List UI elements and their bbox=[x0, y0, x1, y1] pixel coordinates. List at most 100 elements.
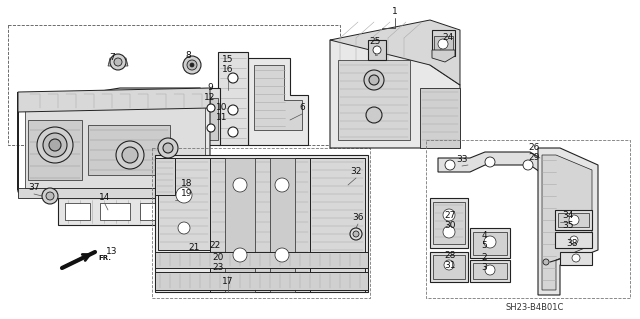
Polygon shape bbox=[560, 252, 592, 265]
Text: FR.: FR. bbox=[98, 255, 111, 261]
Polygon shape bbox=[310, 158, 365, 292]
Polygon shape bbox=[433, 255, 465, 279]
Polygon shape bbox=[430, 198, 468, 248]
Circle shape bbox=[443, 226, 455, 238]
Polygon shape bbox=[470, 260, 510, 282]
Circle shape bbox=[110, 54, 126, 70]
Circle shape bbox=[364, 70, 384, 90]
Text: 3: 3 bbox=[481, 263, 487, 272]
Text: 18: 18 bbox=[181, 180, 193, 189]
Polygon shape bbox=[155, 155, 368, 292]
Text: 35: 35 bbox=[563, 221, 573, 231]
Polygon shape bbox=[338, 60, 410, 140]
Text: 17: 17 bbox=[222, 278, 234, 286]
Text: 4: 4 bbox=[481, 232, 487, 241]
Circle shape bbox=[178, 222, 190, 234]
Text: 36: 36 bbox=[352, 213, 364, 222]
Circle shape bbox=[523, 160, 533, 170]
Text: 5: 5 bbox=[481, 241, 487, 250]
Circle shape bbox=[49, 139, 61, 151]
Polygon shape bbox=[28, 120, 82, 180]
Circle shape bbox=[228, 105, 238, 115]
Circle shape bbox=[176, 187, 192, 203]
Polygon shape bbox=[205, 98, 218, 140]
Polygon shape bbox=[210, 158, 310, 292]
Polygon shape bbox=[432, 30, 455, 56]
Polygon shape bbox=[538, 148, 598, 295]
Circle shape bbox=[233, 178, 247, 192]
Circle shape bbox=[163, 143, 173, 153]
Text: 20: 20 bbox=[212, 254, 224, 263]
Circle shape bbox=[190, 63, 194, 67]
Polygon shape bbox=[18, 88, 210, 112]
Text: 13: 13 bbox=[106, 248, 118, 256]
Circle shape bbox=[366, 107, 382, 123]
Polygon shape bbox=[254, 65, 302, 130]
Circle shape bbox=[373, 46, 381, 54]
Text: 1: 1 bbox=[392, 8, 398, 17]
Polygon shape bbox=[558, 213, 589, 227]
Circle shape bbox=[438, 39, 448, 49]
Text: 33: 33 bbox=[456, 155, 468, 165]
Text: 25: 25 bbox=[369, 38, 381, 47]
Polygon shape bbox=[140, 203, 170, 220]
Circle shape bbox=[569, 215, 579, 225]
Circle shape bbox=[233, 248, 247, 262]
Text: 28: 28 bbox=[444, 251, 456, 261]
Text: 19: 19 bbox=[181, 189, 193, 198]
Circle shape bbox=[444, 260, 454, 270]
Polygon shape bbox=[542, 155, 592, 290]
Text: 32: 32 bbox=[350, 167, 362, 176]
Text: 24: 24 bbox=[442, 33, 454, 42]
Circle shape bbox=[228, 127, 238, 137]
Polygon shape bbox=[155, 158, 175, 195]
Circle shape bbox=[484, 236, 496, 248]
Polygon shape bbox=[432, 50, 455, 62]
Polygon shape bbox=[352, 166, 364, 190]
Text: 9: 9 bbox=[207, 84, 213, 93]
Polygon shape bbox=[473, 232, 507, 255]
Polygon shape bbox=[334, 166, 348, 190]
Polygon shape bbox=[158, 158, 210, 250]
Circle shape bbox=[46, 192, 54, 200]
Circle shape bbox=[43, 133, 67, 157]
Polygon shape bbox=[100, 203, 130, 220]
Polygon shape bbox=[108, 58, 128, 66]
Text: 15: 15 bbox=[222, 56, 234, 64]
Text: 21: 21 bbox=[188, 243, 200, 253]
Polygon shape bbox=[555, 210, 592, 230]
Polygon shape bbox=[368, 40, 386, 60]
Polygon shape bbox=[248, 58, 308, 145]
Circle shape bbox=[183, 56, 201, 74]
Circle shape bbox=[228, 73, 238, 83]
Text: 6: 6 bbox=[299, 103, 305, 113]
Polygon shape bbox=[25, 100, 205, 188]
Circle shape bbox=[543, 259, 549, 265]
Polygon shape bbox=[433, 202, 465, 244]
Polygon shape bbox=[328, 160, 368, 200]
Text: 14: 14 bbox=[99, 194, 111, 203]
Polygon shape bbox=[430, 252, 468, 282]
Circle shape bbox=[353, 231, 359, 237]
Text: 16: 16 bbox=[222, 65, 234, 75]
Circle shape bbox=[275, 248, 289, 262]
Text: SH23-B4B01C: SH23-B4B01C bbox=[506, 303, 564, 313]
Circle shape bbox=[187, 60, 197, 70]
Polygon shape bbox=[473, 263, 507, 279]
Circle shape bbox=[114, 58, 122, 66]
Text: 38: 38 bbox=[566, 240, 578, 249]
Text: 8: 8 bbox=[185, 51, 191, 61]
Polygon shape bbox=[18, 88, 210, 198]
Polygon shape bbox=[58, 198, 200, 225]
Text: 2: 2 bbox=[481, 254, 487, 263]
Circle shape bbox=[37, 127, 73, 163]
Text: 26: 26 bbox=[528, 144, 540, 152]
Text: 22: 22 bbox=[209, 241, 221, 250]
Circle shape bbox=[445, 160, 455, 170]
Polygon shape bbox=[155, 272, 368, 290]
Circle shape bbox=[158, 138, 178, 158]
Text: 7: 7 bbox=[109, 54, 115, 63]
Polygon shape bbox=[88, 125, 170, 175]
Polygon shape bbox=[155, 252, 368, 268]
Polygon shape bbox=[330, 40, 460, 148]
